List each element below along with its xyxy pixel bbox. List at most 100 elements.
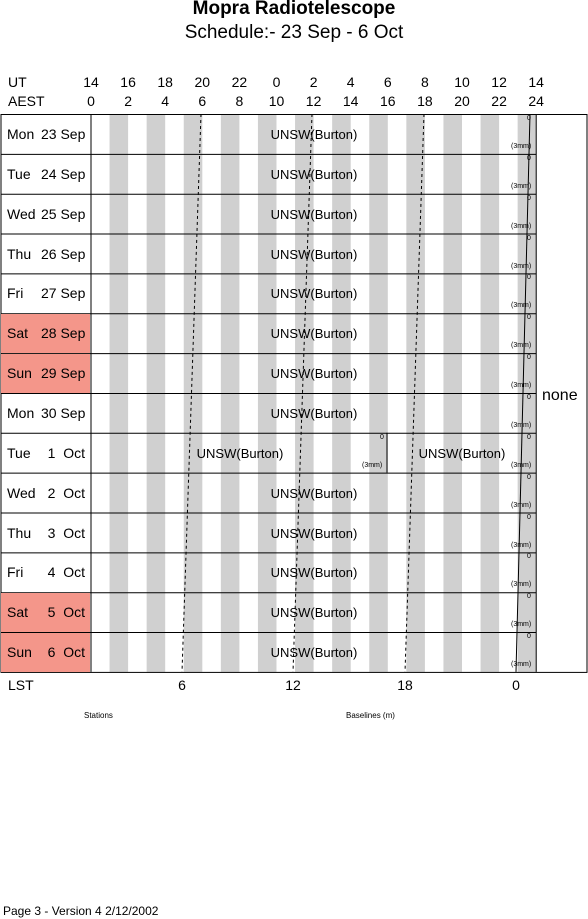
day-date: 23 Sep xyxy=(41,126,86,142)
day-label: Wed 25 Sep xyxy=(1,195,90,234)
day-label: Tue 24 Sep xyxy=(1,155,90,194)
day-date: 27 Sep xyxy=(41,285,86,302)
day-name: Sun xyxy=(7,365,32,382)
baselines-caption: Baselines (m) xyxy=(346,711,395,720)
lst-tick: 12 xyxy=(285,677,301,693)
maintenance-note: (3mm) xyxy=(511,621,532,629)
day-date: 6 Oct xyxy=(47,644,85,661)
aest-tick: 24 xyxy=(528,93,544,109)
aest-tick: 8 xyxy=(235,93,244,109)
maintenance-note: (3mm) xyxy=(511,661,532,669)
day-date: 24 Sep xyxy=(41,165,86,182)
ut-tick: 10 xyxy=(454,74,470,90)
project-label: UNSW(Burton) xyxy=(270,127,358,142)
day-date: 4 Oct xyxy=(47,564,85,581)
ut-tick: 4 xyxy=(346,74,355,90)
project-label: UNSW(Burton) xyxy=(270,485,358,501)
maintenance-note: 0 xyxy=(527,194,531,202)
maintenance-note: 0 xyxy=(527,433,531,441)
project-label: UNSW(Burton) xyxy=(270,326,358,342)
day-date: 3 Oct xyxy=(47,524,85,541)
day-label: Mon 30 Sep xyxy=(1,394,90,433)
day-label: Sun 6 Oct xyxy=(1,633,90,673)
aest-tick: 14 xyxy=(342,93,359,109)
aest-tick: 2 xyxy=(124,93,132,109)
maintenance-note: (3mm) xyxy=(511,461,532,469)
project-label: UNSW(Burton) xyxy=(270,605,358,621)
lst-tick: 0 xyxy=(512,677,520,693)
project-label: UNSW(Burton) xyxy=(418,445,506,461)
maintenance-note: (3mm) xyxy=(511,382,532,390)
project-label: UNSW(Burton) xyxy=(270,525,358,541)
lst-tick: 6 xyxy=(178,677,186,693)
page-footer: Page 3 - Version 4 2/12/2002 xyxy=(3,904,159,918)
aest-tick: 6 xyxy=(198,93,207,109)
aest-tick: 18 xyxy=(417,93,433,109)
ut-tick: 12 xyxy=(491,74,507,90)
day-name: Mon xyxy=(7,126,35,142)
ut-tick: 2 xyxy=(309,74,318,90)
maintenance-note: (3mm) xyxy=(511,262,532,270)
ut-tick: 0 xyxy=(272,74,281,90)
maintenance-note: 0 xyxy=(380,433,384,441)
ut-tick: 22 xyxy=(231,74,248,90)
day-name: Fri xyxy=(7,285,24,302)
day-date: 30 Sep xyxy=(41,404,86,421)
day-label: Wed 2 Oct xyxy=(1,474,90,513)
maintenance-note: (3mm) xyxy=(511,581,532,589)
maintenance-note: 0 xyxy=(527,354,531,362)
aest-tick: 16 xyxy=(380,93,396,109)
day-name: Thu xyxy=(7,524,32,541)
day-name: Mon xyxy=(7,404,35,421)
day-label: Fri 4 Oct xyxy=(1,553,90,592)
ut-axis-label: UT xyxy=(8,74,27,90)
maintenance-note: (3mm) xyxy=(511,302,532,310)
maintenance-note: 0 xyxy=(527,234,531,242)
project-label: UNSW(Burton) xyxy=(270,565,358,581)
page-title: Mopra Radiotelescope xyxy=(192,0,396,19)
day-label: Thu 3 Oct xyxy=(1,514,90,553)
schedule-grid xyxy=(0,114,588,673)
aest-axis-label: AEST xyxy=(8,93,45,109)
day-name: Sat xyxy=(7,604,29,621)
aest-tick: 20 xyxy=(454,93,470,109)
page-subtitle: Schedule:- 23 Sep - 6 Oct xyxy=(184,22,404,43)
maintenance-note: (3mm) xyxy=(511,421,532,429)
day-date: 28 Sep xyxy=(41,325,86,342)
lst-tick: 18 xyxy=(397,677,413,693)
day-date: 26 Sep xyxy=(41,245,86,262)
day-label: Fri 27 Sep xyxy=(1,274,90,313)
maintenance-note: (3mm) xyxy=(511,222,532,230)
maintenance-note: (3mm) xyxy=(511,501,532,509)
maintenance-note: (3mm) xyxy=(511,342,532,350)
aest-tick: 12 xyxy=(305,93,322,109)
project-label: UNSW(Burton) xyxy=(270,286,358,302)
aest-tick: 4 xyxy=(161,93,170,109)
day-label: Sun 29 Sep xyxy=(1,354,90,394)
day-name: Tue xyxy=(7,444,31,461)
ut-tick: 8 xyxy=(420,74,429,90)
day-name: Thu xyxy=(7,245,32,262)
day-date: 25 Sep xyxy=(41,205,86,222)
aest-tick: 22 xyxy=(491,93,507,109)
project-label: UNSW(Burton) xyxy=(196,445,284,461)
ut-tick: 14 xyxy=(528,74,544,90)
lst-zero-line xyxy=(515,114,531,672)
project-label: UNSW(Burton) xyxy=(270,405,358,421)
project-label: UNSW(Burton) xyxy=(270,206,358,222)
maintenance-note: 0 xyxy=(527,633,531,641)
day-label: Sat 28 Sep xyxy=(1,314,90,354)
day-name: Fri xyxy=(7,564,24,581)
ut-tick: 16 xyxy=(120,74,136,90)
day-date: 1 Oct xyxy=(47,444,85,461)
maintenance-note: 0 xyxy=(527,513,531,521)
maintenance-note: 0 xyxy=(527,314,531,322)
day-name: Wed xyxy=(7,205,36,222)
maintenance-note: 0 xyxy=(527,274,531,282)
day-name: Wed xyxy=(7,484,36,501)
maintenance-note: 0 xyxy=(527,154,531,162)
maintenance-note: 0 xyxy=(527,553,531,561)
day-name: Sat xyxy=(7,325,29,342)
day-date: 29 Sep xyxy=(41,365,86,382)
day-label: Thu 26 Sep xyxy=(1,235,90,274)
